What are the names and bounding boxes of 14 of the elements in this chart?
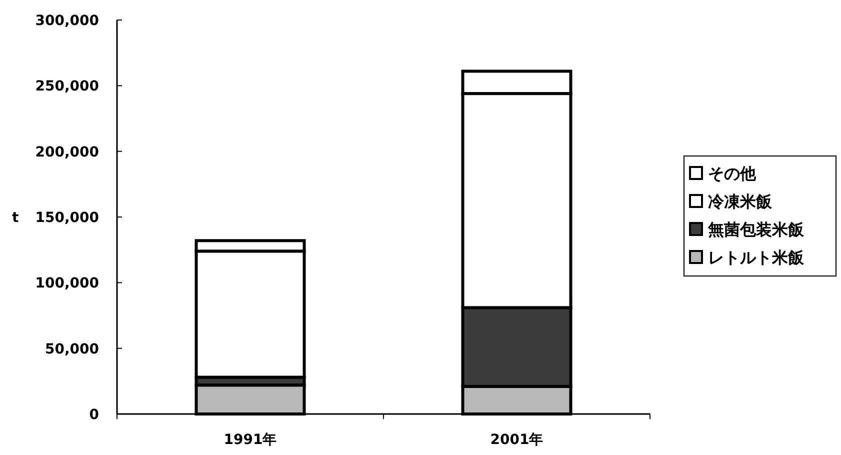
x-tick-label: 2001年 bbox=[490, 432, 544, 448]
y-tick-label: 200,000 bbox=[35, 144, 100, 160]
y-tick-label: 50,000 bbox=[44, 341, 100, 358]
y-tick-label: 0 bbox=[89, 407, 100, 423]
legend-label: レトルト米飯 bbox=[708, 248, 805, 267]
y-tick-label: 300,000 bbox=[35, 13, 100, 29]
legend-label: 冷凍米飯 bbox=[708, 192, 773, 211]
x-tick-label: 1991年 bbox=[224, 432, 277, 448]
y-tick-label: 150,000 bbox=[35, 210, 100, 226]
y-axis-title: t bbox=[12, 210, 19, 226]
y-tick-label: 250,000 bbox=[35, 78, 100, 95]
y-tick-label: 100,000 bbox=[35, 276, 100, 292]
legend-label: 無菌包装米飯 bbox=[707, 220, 805, 239]
legend-label: その他 bbox=[708, 164, 757, 183]
